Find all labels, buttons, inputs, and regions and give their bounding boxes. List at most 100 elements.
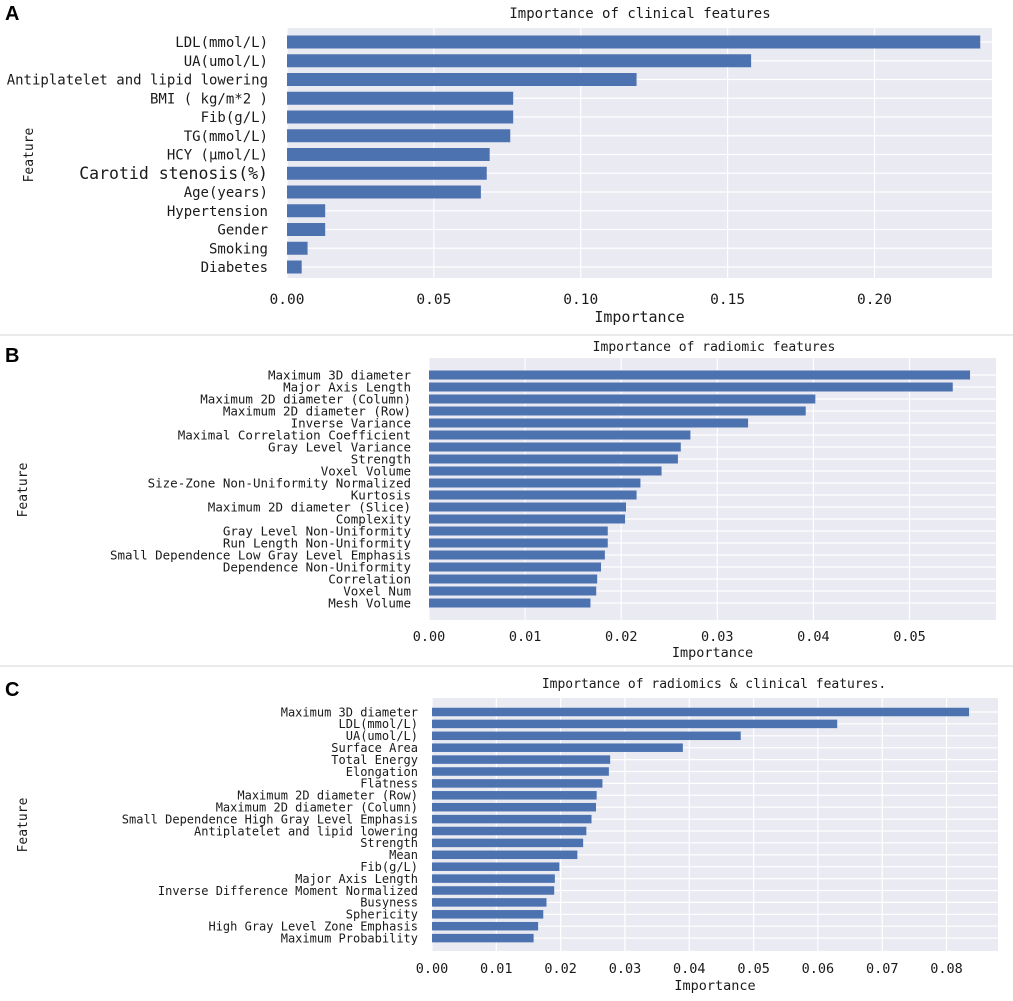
category-label: Busyness <box>360 896 418 910</box>
x-tick-label: 0.01 <box>509 629 542 645</box>
category-label: Antiplatelet and lipid lowering <box>7 73 268 89</box>
category-label: LDL(mmol/L) <box>339 717 418 731</box>
bar <box>429 370 971 380</box>
bar <box>429 418 749 428</box>
bar <box>429 466 662 476</box>
category-label: Dependence Non-Uniformity <box>223 560 412 575</box>
category-label: Maximum 3D diameter <box>268 368 411 383</box>
category-label: Smoking <box>209 241 268 257</box>
y-axis-label: Feature <box>16 797 31 852</box>
x-tick-label: 0.06 <box>802 961 835 977</box>
chart-title: Importance of radiomics & clinical featu… <box>542 677 886 692</box>
category-label: Mesh Volume <box>328 596 411 611</box>
bar <box>429 550 605 560</box>
category-label: Elongation <box>346 765 418 779</box>
y-axis-label: Feature <box>16 462 31 517</box>
bar <box>432 933 534 943</box>
x-tick-label: 0.00 <box>413 629 446 645</box>
category-label: HCY (μmol/L) <box>167 148 268 164</box>
bar <box>287 35 981 49</box>
category-label: Maximum 2D diameter (Column) <box>216 801 418 815</box>
x-tick-label: 0.03 <box>701 629 734 645</box>
category-label: Size-Zone Non-Uniformity Normalized <box>148 476 411 491</box>
category-label: Carotid stenosis(%) <box>79 164 268 183</box>
bar <box>429 442 681 452</box>
category-label: Diabetes <box>201 260 268 276</box>
bar <box>432 779 603 788</box>
bar <box>429 502 627 512</box>
bar <box>432 898 547 907</box>
bar <box>429 430 691 440</box>
bar <box>429 514 626 524</box>
category-label: Age(years) <box>184 185 268 201</box>
x-tick-label: 0.20 <box>857 292 892 308</box>
x-tick-label: 0.00 <box>416 961 449 977</box>
category-label: Fib(g/L) <box>201 110 268 126</box>
x-tick-label: 0.15 <box>710 292 745 308</box>
bar <box>287 166 487 180</box>
bar <box>287 185 481 199</box>
x-tick-label: 0.07 <box>866 961 899 977</box>
bar <box>429 538 608 548</box>
category-label: BMI ( kg/m*2 ) <box>150 91 268 107</box>
x-tick-label: 0.04 <box>673 961 706 977</box>
x-tick-label: 0.08 <box>930 961 963 977</box>
bar <box>287 148 490 161</box>
bar <box>432 921 539 931</box>
bar <box>429 490 637 500</box>
bar <box>429 586 597 596</box>
bar <box>432 743 683 752</box>
y-axis-label: Feature <box>22 127 37 182</box>
bar <box>432 850 578 860</box>
category-label: Maximum 2D diameter (Slice) <box>208 500 411 515</box>
bar <box>432 707 970 717</box>
category-label: Sphericity <box>346 908 418 922</box>
bar <box>429 526 608 536</box>
x-tick-label: 0.04 <box>797 629 830 645</box>
category-label: Voxel Volume <box>321 464 411 479</box>
panel-letter: A <box>5 3 19 25</box>
x-tick-label: 0.01 <box>480 961 513 977</box>
category-label: Strength <box>360 836 418 850</box>
bar <box>429 574 598 584</box>
category-label: UA(umol/L) <box>184 54 268 70</box>
x-tick-label: 0.00 <box>270 292 305 308</box>
bar <box>432 802 597 812</box>
category-label: Maximum 2D diameter (Row) <box>223 404 411 419</box>
category-label: Correlation <box>328 572 411 587</box>
chart-title: Importance of clinical features <box>509 6 770 22</box>
bar <box>432 886 555 895</box>
x-axis-label: Importance <box>594 308 684 326</box>
panel-letter: B <box>5 345 19 367</box>
category-label: High Gray Level Zone Emphasis <box>208 920 418 934</box>
category-label: Maximum 2D diameter (Row) <box>237 789 418 803</box>
category-label: Complexity <box>336 512 412 527</box>
category-label: Flatness <box>360 777 418 791</box>
category-label: Kurtosis <box>351 488 411 503</box>
bar <box>287 204 326 218</box>
chart-title: Importance of radiomic features <box>593 340 836 355</box>
category-label: Voxel Num <box>343 584 411 599</box>
category-label: LDL(mmol/L) <box>175 35 268 51</box>
x-tick-label: 0.05 <box>416 292 451 308</box>
x-axis-label: Importance <box>674 978 755 994</box>
bar <box>429 562 602 572</box>
category-label: Surface Area <box>331 741 418 755</box>
bar <box>432 791 597 800</box>
category-label: Small Dependence High Gray Level Emphasi… <box>122 812 418 826</box>
category-label: Gender <box>217 223 268 239</box>
bar <box>287 260 302 274</box>
bar <box>287 110 514 124</box>
bar <box>432 719 838 729</box>
bar <box>429 382 953 392</box>
bar <box>432 874 555 883</box>
category-label: Inverse Difference Moment Normalized <box>158 884 418 898</box>
category-label: Maximum 2D diameter (Column) <box>200 392 411 407</box>
bar <box>432 731 741 741</box>
bar <box>429 454 678 464</box>
x-tick-label: 0.05 <box>737 961 770 977</box>
category-label: Mean <box>389 848 418 862</box>
x-tick-label: 0.02 <box>605 629 638 645</box>
category-label: Run Length Non-Uniformity <box>223 536 412 551</box>
